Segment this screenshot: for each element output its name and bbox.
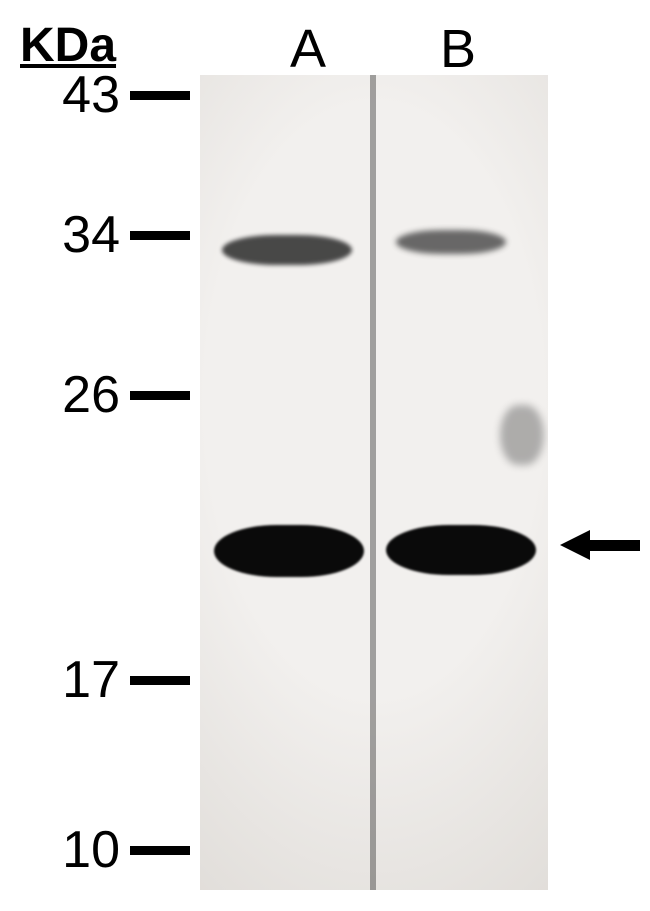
arrow-shaft (588, 540, 640, 551)
marker-17: 17 (62, 650, 120, 710)
tick-17 (130, 676, 190, 685)
tick-34 (130, 231, 190, 240)
lane-label-A: A (290, 18, 326, 80)
band-B-4 (500, 405, 544, 465)
lane-label-B: B (440, 18, 476, 80)
marker-10: 10 (62, 820, 120, 880)
band-B-3 (386, 525, 536, 575)
lane-divider (370, 75, 376, 890)
tick-10 (130, 846, 190, 855)
band-A-2 (214, 525, 364, 577)
band-A-0 (222, 235, 352, 265)
tick-26 (130, 391, 190, 400)
band-B-1 (396, 230, 506, 254)
marker-43: 43 (62, 65, 120, 125)
arrow-head-icon (560, 530, 590, 560)
tick-43 (130, 91, 190, 100)
blot-membrane (200, 75, 548, 890)
marker-34: 34 (62, 205, 120, 265)
marker-26: 26 (62, 365, 120, 425)
blot-figure: KDa 4334261710 AB (0, 0, 650, 911)
